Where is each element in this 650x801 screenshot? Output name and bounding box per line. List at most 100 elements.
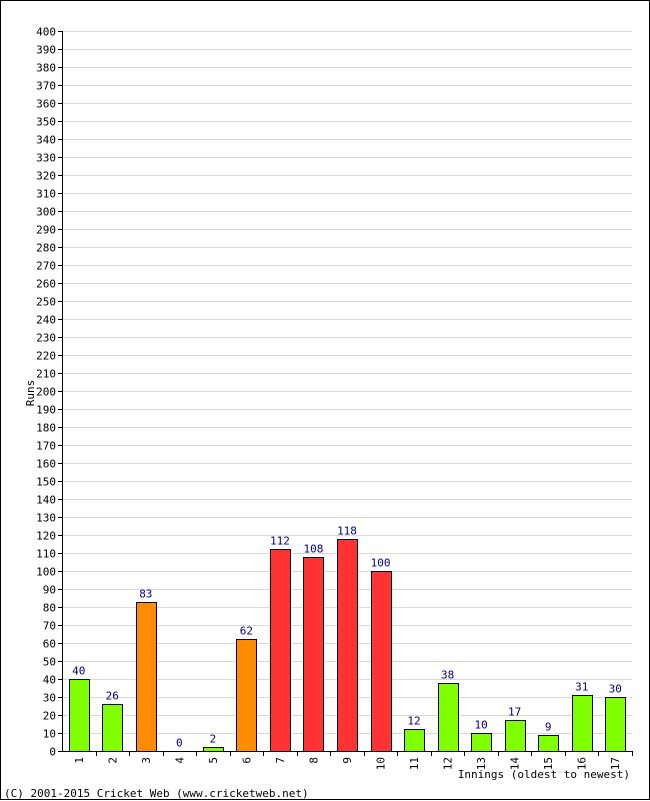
bar <box>404 729 425 752</box>
y-tick-label: 130 <box>36 512 56 525</box>
x-axis-title: Innings (oldest to newest) <box>458 768 630 781</box>
bar-value-label: 38 <box>441 669 454 682</box>
bar-value-label: 62 <box>240 625 253 638</box>
bar <box>136 602 157 752</box>
y-tick-label: 250 <box>36 296 56 309</box>
y-tick-label: 370 <box>36 80 56 93</box>
bar-value-label: 108 <box>304 543 324 556</box>
y-tick-label: 90 <box>43 584 56 597</box>
x-tick-label: 14 <box>509 757 522 771</box>
x-tick-label: 8 <box>307 757 320 764</box>
bar <box>337 539 358 752</box>
copyright-text: (C) 2001-2015 Cricket Web (www.cricketwe… <box>4 787 309 800</box>
y-tick-label: 360 <box>36 98 56 111</box>
x-tick-label: 10 <box>375 757 388 770</box>
y-tick-label: 80 <box>43 602 56 615</box>
bar <box>270 549 291 752</box>
x-tick-label: 1 <box>73 757 86 764</box>
y-axis-title: Runs <box>24 380 37 407</box>
y-tick-label: 320 <box>36 170 56 183</box>
y-tick-label: 260 <box>36 278 56 291</box>
y-axis-ticks: 0 10 20 30 40 50 60 70 80 90 100 110 120 130 140 150 160… <box>36 26 62 759</box>
y-tick-label: 240 <box>36 314 56 327</box>
y-tick-label: 290 <box>36 224 56 237</box>
bar <box>303 557 324 752</box>
y-tick-label: 220 <box>36 350 56 363</box>
bar <box>605 697 626 752</box>
y-tick-label: 300 <box>36 206 56 219</box>
y-tick-label: 100 <box>36 566 56 579</box>
y-tick-label: 230 <box>36 332 56 345</box>
x-tick-label: 16 <box>576 757 589 770</box>
y-tick-label: 60 <box>43 638 56 651</box>
bar-value-label: 100 <box>371 557 391 570</box>
y-tick-label: 280 <box>36 242 56 255</box>
bar-value-label: 31 <box>575 681 588 694</box>
y-tick-label: 40 <box>43 674 56 687</box>
y-tick-label: 170 <box>36 440 56 453</box>
bars <box>69 539 626 752</box>
x-tick-label: 12 <box>442 757 455 770</box>
x-tick-label: 15 <box>542 757 555 770</box>
y-tick-label: 270 <box>36 260 56 273</box>
x-tick-label: 13 <box>475 757 488 770</box>
bar <box>438 683 459 752</box>
bar <box>102 704 123 752</box>
y-tick-label: 180 <box>36 422 56 435</box>
x-axis-ticks: 1 2 3 4 5 6 7 8 9 10 11 12 13 14 15 16 17 <box>73 751 633 770</box>
bar-value-label: 12 <box>407 715 420 728</box>
bar <box>471 733 492 752</box>
y-tick-label: 380 <box>36 62 56 75</box>
bar <box>538 735 559 752</box>
y-tick-label: 30 <box>43 692 56 705</box>
bar <box>371 571 392 752</box>
bar-value-label: 17 <box>508 706 521 719</box>
bar <box>505 720 526 752</box>
bar-value-label: 0 <box>176 737 183 750</box>
bar-value-label: 2 <box>210 733 217 746</box>
y-tick-label: 140 <box>36 494 56 507</box>
x-tick-label: 5 <box>207 757 220 764</box>
y-tick-label: 110 <box>36 548 56 561</box>
y-tick-label: 10 <box>43 728 56 741</box>
bar <box>572 695 593 752</box>
y-tick-label: 390 <box>36 44 56 57</box>
bar <box>236 639 257 752</box>
y-tick-label: 150 <box>36 476 56 489</box>
x-tick-label: 6 <box>240 757 253 764</box>
y-tick-label: 70 <box>43 620 56 633</box>
bar-value-label: 9 <box>545 721 552 734</box>
y-tick-label: 20 <box>43 710 56 723</box>
y-tick-label: 310 <box>36 188 56 201</box>
y-tick-label: 0 <box>49 746 56 759</box>
y-tick-label: 190 <box>36 404 56 417</box>
x-tick-label: 2 <box>106 757 119 764</box>
bar-value-labels: 40 26 83 0 2 62 112 108 118 100 12 38 10 17 9 31 30 <box>72 525 622 750</box>
bar-value-label: 10 <box>474 719 487 732</box>
bar-value-label: 118 <box>337 525 357 538</box>
x-tick-label: 3 <box>140 757 153 764</box>
bar-value-label: 83 <box>139 588 152 601</box>
y-tick-label: 50 <box>43 656 56 669</box>
y-tick-label: 210 <box>36 368 56 381</box>
y-tick-label: 330 <box>36 152 56 165</box>
bar-value-label: 26 <box>106 690 119 703</box>
bar-value-label: 40 <box>72 665 85 678</box>
x-tick-label: 11 <box>408 757 421 770</box>
x-tick-label: 9 <box>341 757 354 764</box>
y-tick-label: 200 <box>36 386 56 399</box>
bar-value-label: 30 <box>609 683 622 696</box>
y-tick-label: 160 <box>36 458 56 471</box>
bar <box>69 679 90 752</box>
x-tick-label: 7 <box>274 757 287 764</box>
y-tick-label: 340 <box>36 134 56 147</box>
y-tick-label: 350 <box>36 116 56 129</box>
bar <box>203 747 224 752</box>
y-tick-label: 120 <box>36 530 56 543</box>
x-tick-label: 4 <box>173 757 186 764</box>
x-tick-label: 17 <box>609 757 622 770</box>
bar-value-label: 112 <box>270 535 290 548</box>
y-tick-label: 400 <box>36 26 56 39</box>
